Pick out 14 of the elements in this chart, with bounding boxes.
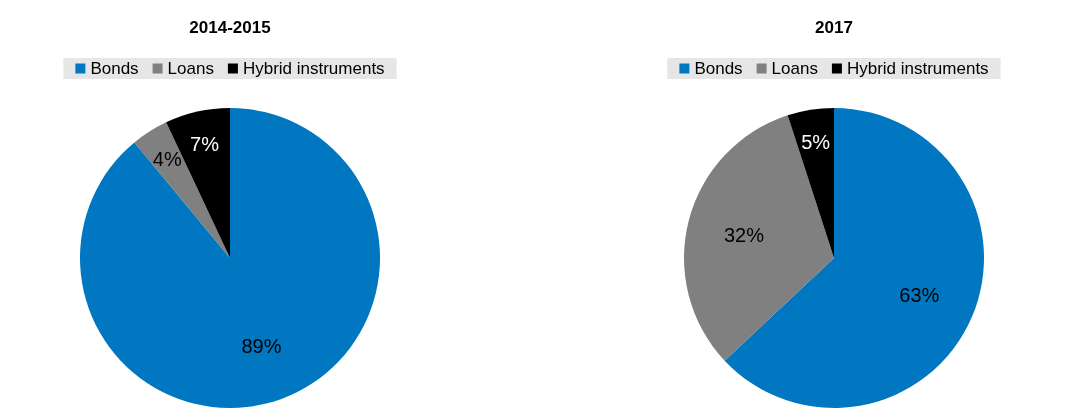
legend-label: Hybrid instruments bbox=[846, 59, 989, 78]
data-label: 89% bbox=[241, 334, 282, 357]
data-label: 32% bbox=[723, 223, 765, 246]
legend-label: Loans bbox=[167, 59, 214, 78]
data-label: 4% bbox=[152, 148, 182, 171]
chart-title: 2014-2015 bbox=[189, 18, 271, 37]
legend-label: Hybrid instruments bbox=[242, 59, 385, 78]
legend-label: Bonds bbox=[694, 59, 743, 78]
legend-label: Loans bbox=[771, 59, 818, 78]
chart-title: 2017 bbox=[815, 18, 853, 37]
data-label: 7% bbox=[190, 132, 220, 155]
data-label: 5% bbox=[801, 131, 831, 154]
data-label: 63% bbox=[899, 283, 940, 306]
legend-label: Bonds bbox=[90, 59, 139, 78]
